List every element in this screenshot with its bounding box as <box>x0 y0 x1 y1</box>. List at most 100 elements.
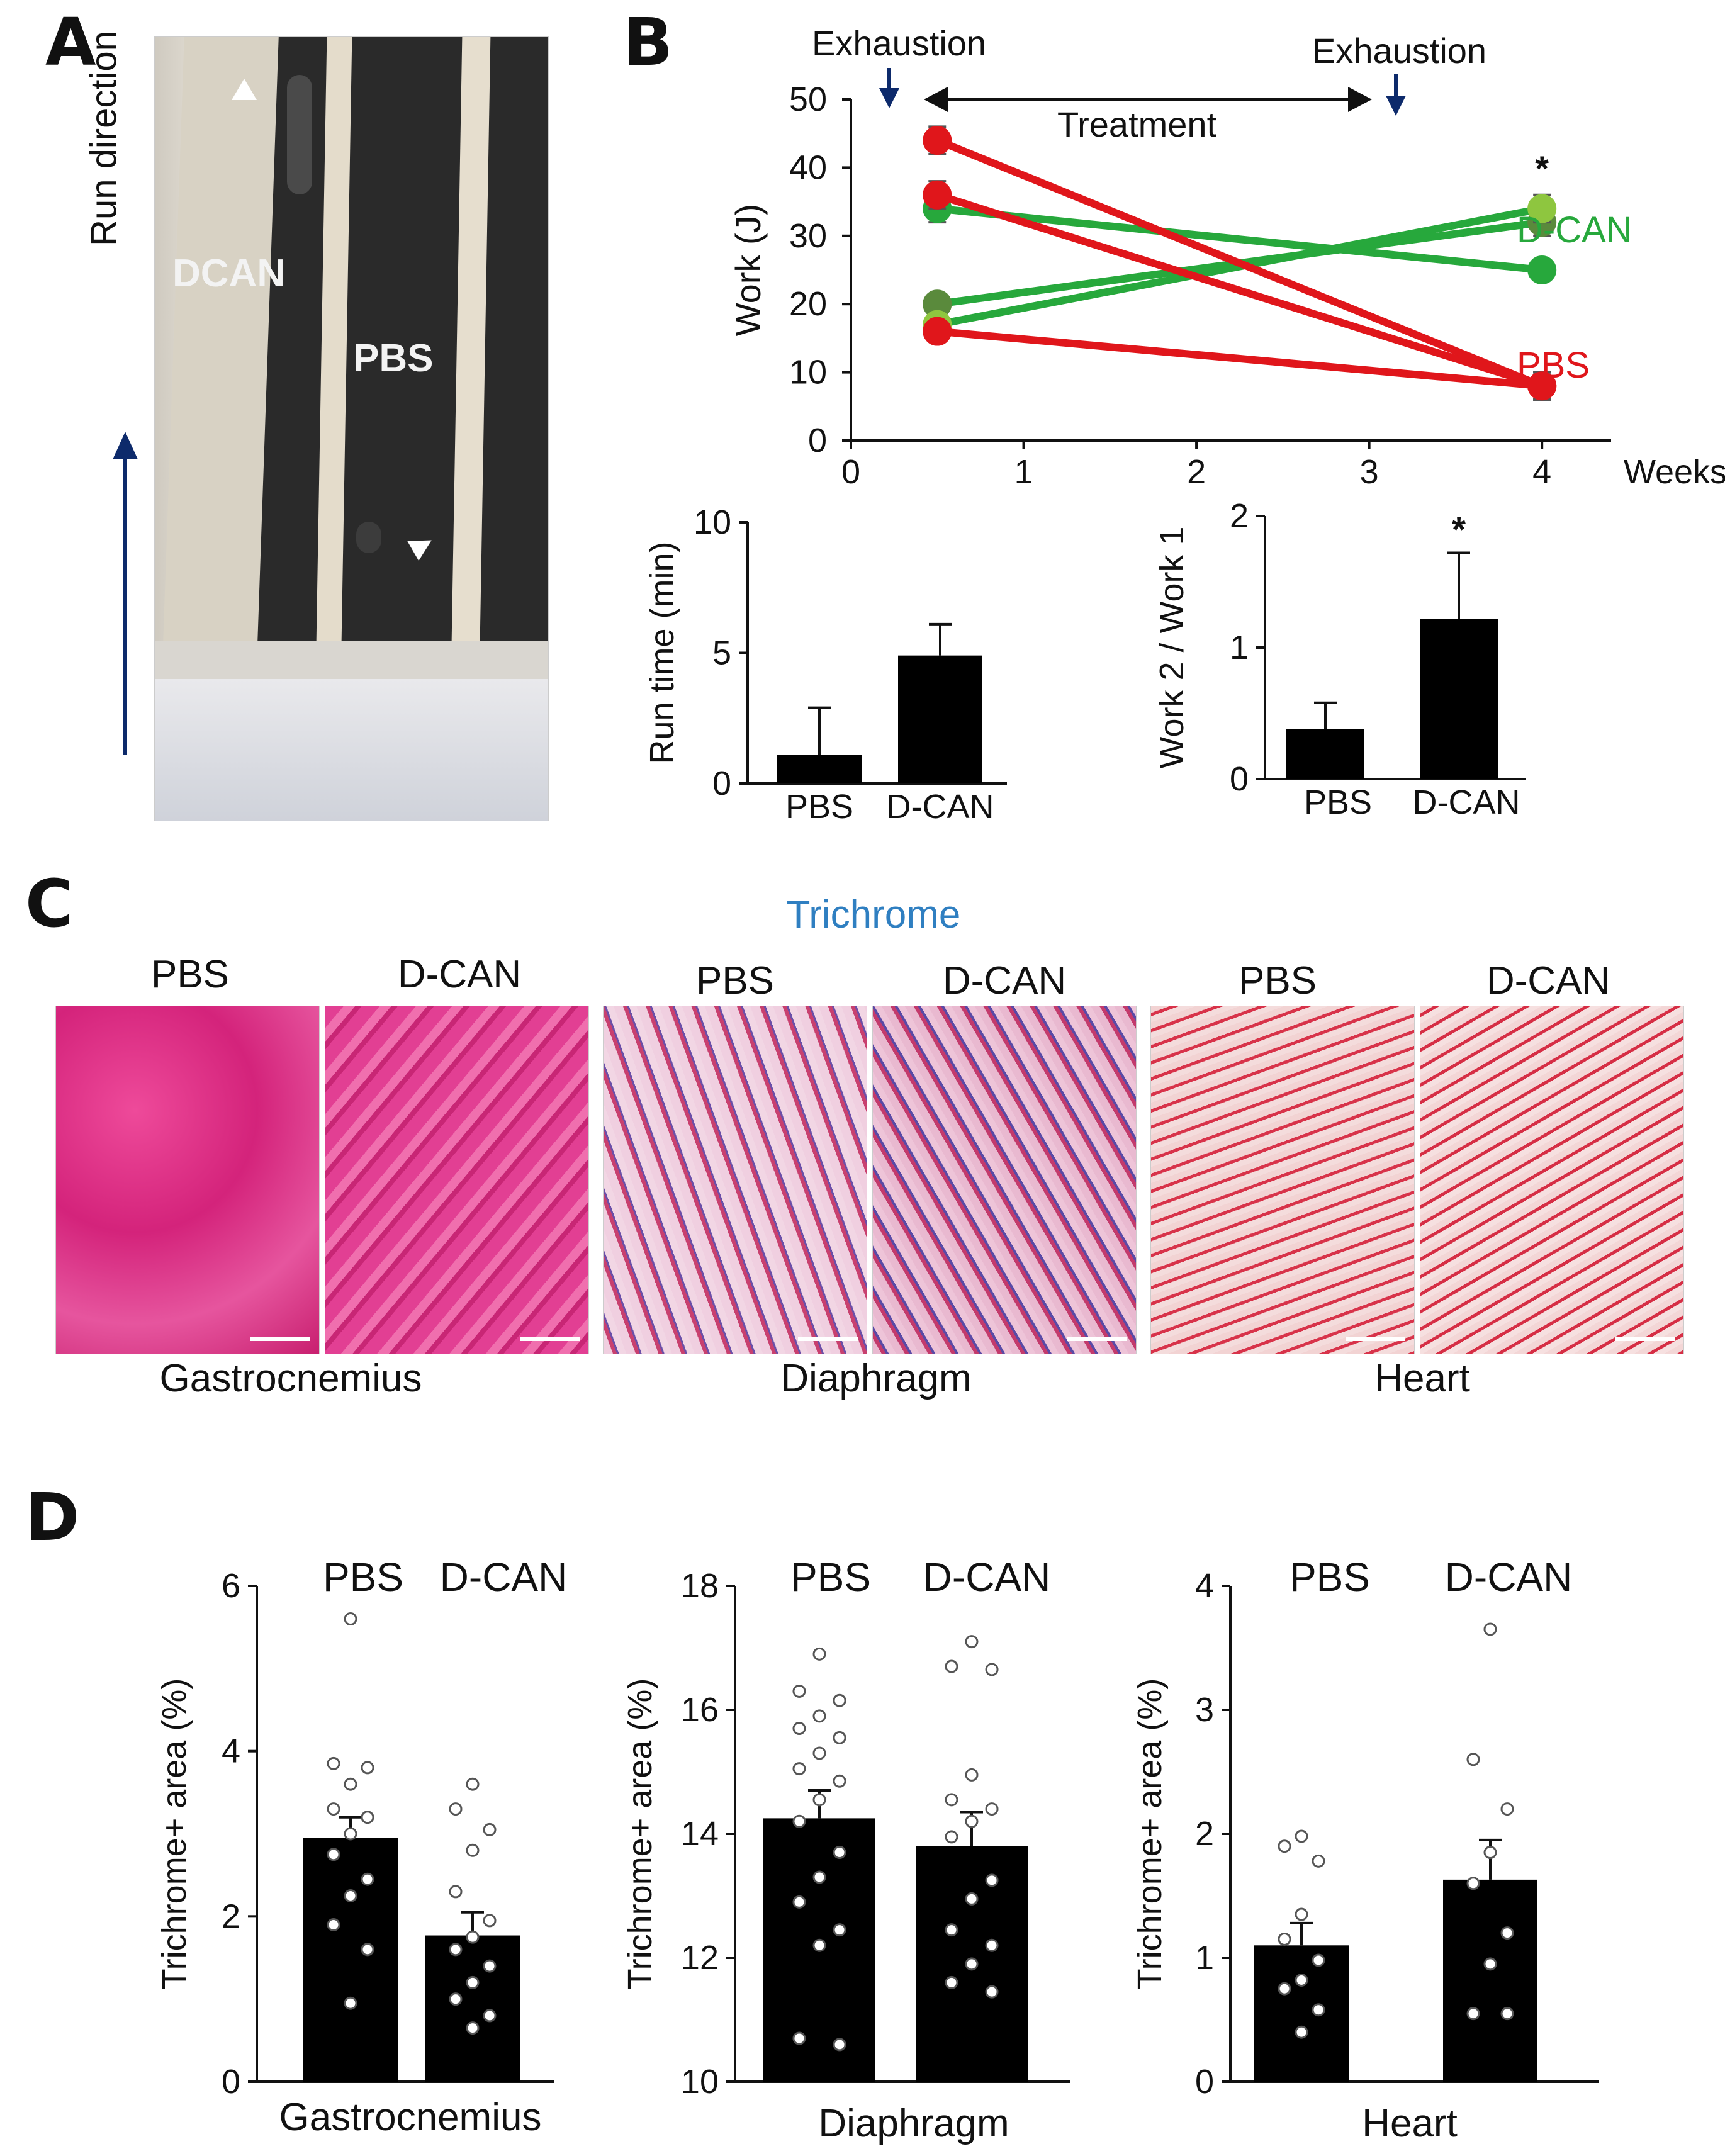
diaphragm-data-point <box>945 1975 958 1989</box>
work-y-tick-label: 10 <box>789 354 827 391</box>
gastro-group-label: D-CAN <box>440 1554 568 1600</box>
diaphragm-data-point <box>792 1895 806 1909</box>
heart-data-point <box>1483 1957 1497 1971</box>
diaphragm-group-label: PBS <box>790 1554 871 1600</box>
gastro-data-point <box>483 1914 497 1928</box>
diaphragm-data-point <box>945 1830 958 1844</box>
diaphragm-data-point <box>812 1870 826 1884</box>
heart-y-tick-label: 1 <box>1195 1939 1214 1977</box>
diaphragm-data-point <box>792 1762 806 1776</box>
arrowhead-marker-icon <box>232 79 257 100</box>
histology-heart-pbs <box>1150 1006 1415 1354</box>
work-y-axis-title: Work (J) <box>728 204 768 337</box>
mouse-dcan <box>287 75 312 194</box>
scale-bar <box>520 1337 580 1341</box>
exhaustion-arrow-end-icon <box>1386 96 1406 116</box>
diaphragm-data-point <box>985 1802 999 1816</box>
treadmill-photo: DCAN PBS <box>154 36 549 821</box>
scale-bar <box>1067 1337 1127 1341</box>
diaphragm-data-point <box>965 1892 979 1906</box>
runtime-x-tick-label: D-CAN <box>887 788 994 826</box>
heart-data-point <box>1312 1953 1325 1967</box>
work-y-tick-label: 0 <box>808 422 827 459</box>
gastro-data-point <box>483 1822 497 1836</box>
heart-data-point <box>1278 1932 1291 1946</box>
runtime-y-tick-label: 10 <box>694 503 731 541</box>
diaphragm-y-tick-label: 16 <box>681 1691 719 1729</box>
work-x-tick-label: 3 <box>1360 453 1379 491</box>
heart-y-axis-title: Trichrome+ area (%) <box>1131 1678 1169 1990</box>
gastro-data-point <box>344 1777 357 1791</box>
gastro-y-tick-label: 6 <box>222 1567 240 1605</box>
heart-y-tick-label: 2 <box>1195 1815 1214 1853</box>
heart-y-tick-label: 3 <box>1195 1691 1214 1729</box>
diaphragm-data-point <box>792 1684 806 1698</box>
work-series-line <box>933 205 1546 274</box>
gastro-data-point <box>361 1872 374 1886</box>
diaphragm-data-point <box>985 1985 999 1999</box>
heart-data-point <box>1295 1907 1308 1921</box>
diaphragm-data-point <box>812 1793 826 1807</box>
diaphragm-data-point <box>945 1923 958 1937</box>
scale-bar <box>1346 1337 1405 1341</box>
diaphragm-data-point <box>965 1768 979 1782</box>
heart-data-point <box>1500 2007 1514 2021</box>
heart-data-point <box>1312 2003 1325 2017</box>
work-x-tick-label: 0 <box>841 453 860 491</box>
heart-bar <box>1443 1879 1537 2082</box>
work-significance-star: * <box>1535 149 1549 188</box>
shock-grid <box>155 679 548 821</box>
stain-title: Trichrome <box>786 893 961 936</box>
workratio-bar <box>1420 619 1498 779</box>
gastro-data-point <box>344 1889 357 1902</box>
workratio-y-tick-label: 0 <box>1230 760 1249 798</box>
gastro-data-point <box>466 2021 480 2035</box>
diaphragm-data-point <box>792 1814 806 1828</box>
mouse-pbs <box>356 522 381 553</box>
gastro-data-point <box>361 1761 374 1775</box>
work-x-tick-label: 4 <box>1532 453 1551 491</box>
gastro-data-point <box>466 1975 480 1989</box>
gastro-data-point <box>344 1996 357 2010</box>
diaphragm-data-point <box>965 1814 979 1828</box>
histology-diaphragm-pbs <box>603 1006 867 1354</box>
exhaustion-label-end: Exhaustion <box>1312 31 1487 70</box>
tissue-label-gastrocnemius: Gastrocnemius <box>159 1357 422 1400</box>
work-y-tick-label: 50 <box>789 81 827 118</box>
heart-data-point <box>1500 1802 1514 1816</box>
legend-label-pbs: PBS <box>1517 345 1590 386</box>
gastro-data-point <box>466 1777 480 1791</box>
panel-label-d: D <box>25 1479 80 1556</box>
workratio-y-tick-label: 1 <box>1230 629 1249 666</box>
runtime-y-tick-label: 0 <box>712 765 731 802</box>
diaphragm-data-point <box>833 1731 846 1744</box>
workratio-y-axis-title: Work 2 / Work 1 <box>1153 526 1191 768</box>
workratio-bar <box>1286 729 1364 779</box>
scale-bar <box>1615 1337 1675 1341</box>
gastro-data-point <box>327 1848 340 1861</box>
diaphragm-data-point <box>945 1793 958 1807</box>
group-label-dcan-2: D-CAN <box>942 959 1067 1002</box>
scale-bar <box>250 1337 310 1341</box>
workratio-x-tick-label: PBS <box>1304 783 1372 821</box>
diaphragm-data-point <box>833 1774 846 1788</box>
work-data-point <box>923 180 952 210</box>
diaphragm-data-point <box>985 1873 999 1887</box>
heart-data-point <box>1466 1877 1480 1890</box>
heart-y-tick-label: 4 <box>1195 1567 1214 1605</box>
diaphragm-data-point <box>792 1722 806 1736</box>
group-label-pbs-3: PBS <box>1238 959 1317 1002</box>
gastro-data-point <box>466 1843 480 1857</box>
heart-data-point <box>1278 1982 1291 1996</box>
runtime-y-axis-title: Run time (min) <box>643 541 681 764</box>
treatment-arrow-right-icon <box>1348 87 1372 112</box>
work-data-point <box>1527 255 1557 284</box>
gastro-data-point <box>449 1885 463 1899</box>
work-x-tick-label: 1 <box>1014 453 1033 491</box>
heart-group-label: PBS <box>1290 1554 1370 1600</box>
diaphragm-data-point <box>833 1693 846 1707</box>
gastro-bar <box>425 1935 520 2082</box>
legend-label-dcan: D-CAN <box>1517 210 1632 250</box>
runtime-bar <box>898 655 982 783</box>
